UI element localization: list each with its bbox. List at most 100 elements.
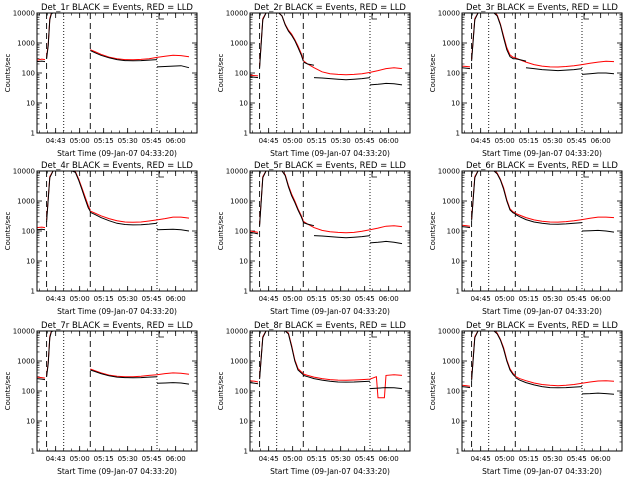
series-events (250, 13, 403, 86)
plot-frame (36, 170, 198, 292)
series-line-lld (515, 212, 615, 223)
x-tick-label: 05:30 (118, 455, 138, 463)
panel-det-8: Det_8r BLACK = Events, RED = LLD Counts/s… (217, 321, 411, 476)
x-tick-label: 05:15 (307, 295, 327, 303)
x-axis-label: Start Time (09-Jan-07 04:33:20) (57, 467, 177, 476)
x-tick-label: 05:15 (94, 455, 114, 463)
x-tick-label: 05:30 (118, 295, 138, 303)
series-line-events (90, 211, 158, 226)
series-line-lld (90, 210, 190, 223)
saa-bracket-marker (583, 171, 589, 178)
series-line-lld (515, 57, 615, 68)
saa-bracket-marker (158, 171, 164, 178)
series-line-events (37, 228, 46, 231)
series-lld (462, 13, 615, 68)
panel-det-9: Det_9r BLACK = Events, RED = LLD Counts/s… (429, 321, 623, 476)
y-tick-label: 10 (451, 258, 460, 266)
series-line-events (462, 67, 471, 70)
series-events (250, 171, 403, 245)
series-line-lld (250, 74, 259, 77)
series-line-events (581, 72, 615, 75)
x-tick-label: 05:00 (495, 137, 515, 145)
series-line-events (250, 231, 259, 235)
x-tick-label: 05:15 (519, 455, 539, 463)
x-tick-label: 06:00 (379, 137, 399, 145)
x-tick-label: 05:30 (331, 455, 351, 463)
y-tick-label: 10000 (13, 168, 35, 176)
y-tick-label: 1 (456, 130, 460, 138)
x-tick-label: 04:45 (471, 455, 491, 463)
y-tick-label: 1000 (442, 198, 460, 206)
panel-det-6: Det_6r BLACK = Events, RED = LLD Counts/s… (429, 161, 623, 316)
series-line-events (369, 387, 403, 390)
plot-frame (461, 330, 623, 452)
x-tick-label: 04:45 (471, 295, 491, 303)
panel-title: Det_8r BLACK = Events, RED = LLD (254, 321, 406, 331)
series-line-events (156, 65, 190, 69)
panel-det-2: Det_2r BLACK = Events, RED = LLD Counts/s… (217, 3, 411, 158)
x-tick-label: 05:00 (70, 295, 90, 303)
y-axis-label: Counts/sec (4, 54, 12, 93)
x-tick-label: 04:45 (259, 455, 279, 463)
y-tick-label: 10 (451, 418, 460, 426)
saa-bracket-marker (158, 331, 164, 338)
y-axis-label: Counts/sec (429, 372, 437, 411)
panel-title: Det_3r BLACK = Events, RED = LLD (466, 3, 618, 13)
x-tick-label: 05:45 (355, 295, 375, 303)
series-line-lld (471, 13, 516, 60)
y-tick-label: 10 (451, 100, 460, 108)
y-tick-label: 10 (239, 100, 248, 108)
x-tick-label: 05:45 (567, 455, 587, 463)
x-tick-label: 04:43 (46, 137, 66, 145)
panel-det-4: Det_4r BLACK = Events, RED = LLD Counts/s… (4, 161, 198, 316)
y-tick-label: 1000 (17, 198, 35, 206)
y-tick-label: 10000 (438, 10, 460, 18)
y-tick-label: 1 (31, 288, 35, 296)
y-tick-label: 10000 (226, 168, 248, 176)
series-events (250, 331, 403, 390)
x-tick-label: 04:43 (46, 295, 66, 303)
y-tick-label: 100 (22, 70, 35, 78)
x-tick-label: 05:15 (94, 137, 114, 145)
x-tick-label: 06:00 (591, 137, 611, 145)
y-tick-label: 10 (26, 258, 35, 266)
x-tick-label: 05:30 (331, 295, 351, 303)
x-tick-label: 06:00 (591, 455, 611, 463)
series-line-lld (90, 49, 190, 61)
x-tick-label: 05:30 (543, 295, 563, 303)
y-tick-label: 1 (456, 288, 460, 296)
series-line-events (156, 382, 190, 385)
x-tick-label: 04:45 (259, 137, 279, 145)
series-line-events (250, 382, 259, 385)
plot-frame (36, 330, 198, 452)
y-axis-label: Counts/sec (217, 212, 225, 251)
panel-det-5: Det_5r BLACK = Events, RED = LLD Counts/s… (217, 161, 411, 316)
x-tick-label: 05:45 (142, 295, 162, 303)
plot-frame (461, 170, 623, 292)
x-tick-label: 05:15 (519, 295, 539, 303)
x-tick-label: 05:30 (331, 137, 351, 145)
y-tick-label: 1000 (230, 40, 248, 48)
series-lld (37, 171, 190, 229)
y-tick-label: 10000 (226, 328, 248, 336)
series-line-events (515, 58, 527, 62)
y-tick-label: 10000 (438, 328, 460, 336)
saa-bracket-marker (158, 13, 164, 20)
series-line-events (462, 386, 471, 389)
series-events (462, 13, 615, 75)
series-line-events (156, 228, 190, 232)
x-axis-label: Start Time (09-Jan-07 04:33:20) (57, 307, 177, 316)
x-tick-label: 05:00 (495, 455, 515, 463)
y-tick-label: 1000 (230, 358, 248, 366)
y-tick-label: 10000 (226, 10, 248, 18)
panel-det-3: Det_3r BLACK = Events, RED = LLD Counts/s… (429, 3, 623, 158)
x-tick-label: 06:00 (166, 295, 186, 303)
series-events (462, 331, 615, 395)
y-tick-label: 1000 (442, 358, 460, 366)
series-lld (37, 331, 190, 379)
y-tick-label: 10000 (13, 10, 35, 18)
x-axis-label: Start Time (09-Jan-07 04:33:20) (270, 149, 390, 158)
series-line-lld (462, 224, 471, 227)
x-tick-label: 05:15 (307, 137, 327, 145)
